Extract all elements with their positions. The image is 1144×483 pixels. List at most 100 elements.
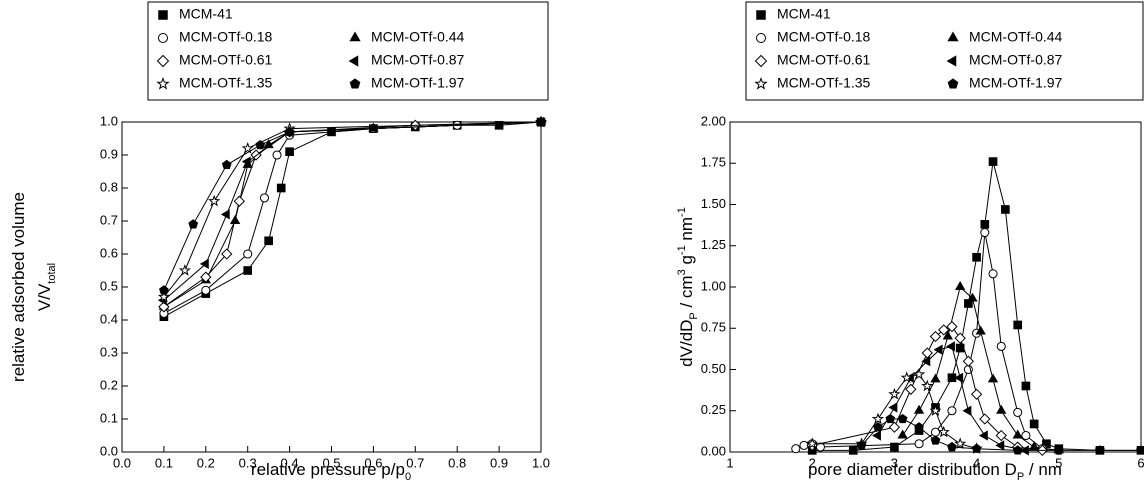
y-tick-label: 0.4	[100, 311, 118, 326]
marker	[1012, 429, 1023, 439]
marker	[815, 442, 825, 452]
marker	[178, 264, 191, 276]
x-tick-label: 2	[809, 455, 816, 470]
marker	[972, 252, 981, 262]
marker	[996, 341, 1006, 351]
marker	[954, 437, 967, 449]
marker	[754, 54, 768, 68]
x-tick-label: 1.0	[532, 455, 550, 470]
legend-label: MCM-41	[777, 6, 831, 22]
marker	[890, 442, 899, 452]
marker	[348, 55, 359, 67]
axis-label: relative adsorbed volume	[9, 192, 28, 382]
marker	[157, 290, 171, 303]
x-tick-label: 0.4	[281, 455, 299, 470]
marker	[962, 405, 972, 416]
marker	[933, 344, 943, 355]
legend-label: MCM-OTf-1.35	[777, 75, 871, 91]
marker	[221, 159, 232, 170]
marker	[233, 195, 245, 207]
label-part: relative adsorbed volume	[9, 192, 28, 382]
label-part: relative pressure p/p	[251, 460, 405, 479]
marker	[945, 341, 955, 352]
marker	[897, 429, 908, 439]
marker	[888, 402, 898, 413]
y-tick-label: 1.25	[701, 237, 726, 252]
marker	[914, 422, 924, 432]
marker	[930, 435, 941, 445]
marker	[276, 183, 286, 193]
marker	[995, 440, 1005, 451]
x-tick-label: 0.3	[239, 455, 257, 470]
label-part: 0	[405, 471, 411, 483]
x-tick-label: 4	[973, 455, 980, 470]
y-tick-label: 1.75	[701, 155, 726, 170]
marker	[912, 368, 926, 380]
marker	[913, 404, 925, 414]
marker	[285, 147, 294, 157]
x-tick-label: 5	[1055, 455, 1062, 470]
marker	[921, 379, 934, 392]
series-line	[163, 121, 542, 308]
x-tick-label: 1	[726, 455, 733, 470]
y-tick-label: 2.00	[701, 113, 726, 128]
marker	[156, 54, 170, 68]
series-line	[163, 121, 542, 301]
y-tick-label: 0.7	[100, 212, 118, 227]
series-line	[795, 232, 1059, 451]
marker	[947, 441, 957, 452]
x-tick-label: 0.1	[155, 455, 173, 470]
y-tick-label: 0.75	[701, 320, 726, 335]
marker	[996, 404, 1007, 414]
marker	[979, 413, 991, 425]
label-part: -1	[676, 207, 688, 217]
marker	[259, 193, 270, 203]
series-line	[163, 121, 542, 291]
marker	[1029, 419, 1039, 429]
marker	[988, 157, 998, 166]
marker	[929, 404, 942, 416]
marker	[971, 443, 982, 453]
marker	[264, 236, 273, 246]
marker	[349, 78, 361, 89]
marker	[947, 78, 959, 89]
marker	[888, 387, 901, 400]
marker	[159, 285, 169, 295]
y-tick-label: 0.00	[701, 443, 726, 458]
marker	[930, 373, 941, 383]
legend-label: MCM-OTf-0.87	[371, 52, 465, 68]
marker	[199, 258, 209, 270]
marker	[975, 325, 986, 335]
label-part: dV/dD	[677, 320, 696, 367]
axis-label: V/Vtotal	[35, 263, 57, 311]
axis-label: relative pressure p/p0	[251, 460, 411, 482]
marker	[955, 281, 966, 290]
series-line	[163, 121, 542, 314]
marker	[954, 372, 964, 383]
marker	[243, 249, 253, 259]
marker	[962, 355, 975, 367]
y-tick-label: 0.0	[100, 443, 118, 458]
marker	[158, 10, 168, 20]
legend-label: MCM-OTf-0.61	[777, 52, 871, 68]
label-part: nm	[677, 217, 696, 245]
marker	[978, 430, 988, 441]
x-tick-label: 0.9	[490, 455, 508, 470]
marker	[220, 209, 230, 220]
x-tick-label: 0.8	[448, 455, 466, 470]
marker	[942, 330, 953, 340]
legend-label: MCM-OTf-1.97	[371, 75, 465, 91]
y-tick-label: 1.0	[100, 113, 118, 128]
label-part: V/V	[35, 283, 54, 311]
axis-label: dV/dDP / cm3 g-1 nm-1	[676, 207, 700, 367]
marker	[988, 269, 998, 279]
legend-box	[147, 1, 549, 101]
marker	[930, 427, 941, 437]
marker	[929, 330, 942, 343]
y-tick-label: 1.00	[701, 278, 726, 293]
label-part: total	[46, 263, 58, 284]
label-part: g	[677, 255, 696, 269]
marker	[871, 412, 885, 425]
marker	[905, 383, 917, 395]
marker	[284, 126, 295, 137]
